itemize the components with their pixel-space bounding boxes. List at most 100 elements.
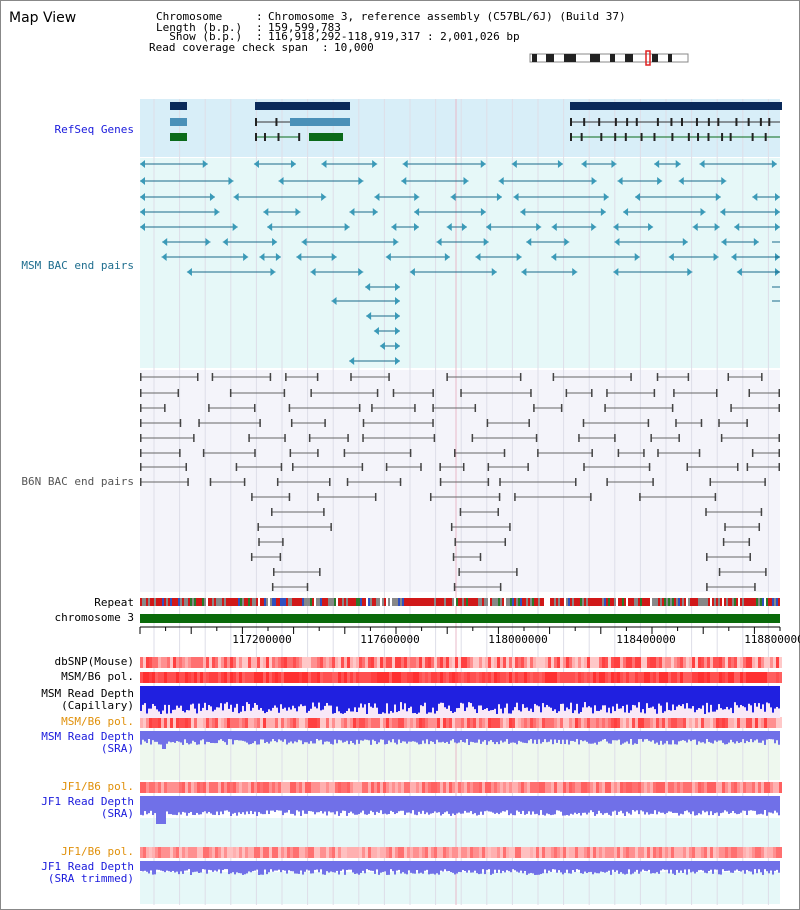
jf1-pol-trim-strip bbox=[401, 847, 404, 858]
msm-pol-strip bbox=[143, 672, 146, 683]
dbsnp-strip bbox=[446, 657, 449, 668]
jf1-trim-depth bbox=[470, 861, 472, 873]
repeat-block bbox=[488, 598, 490, 606]
jf1-pol-trim-strip bbox=[707, 847, 710, 858]
msm-sra-depth bbox=[508, 731, 510, 744]
msm-sra-depth bbox=[478, 731, 480, 740]
dbsnp-strip bbox=[362, 657, 365, 668]
msm-sra-depth bbox=[330, 731, 332, 744]
jf1-pol-strip bbox=[659, 782, 662, 793]
msm-pol-strip bbox=[380, 672, 383, 683]
msm-capillary-depth bbox=[636, 686, 638, 708]
track-label-msm-bac[interactable]: MSM BAC end pairs bbox=[21, 259, 134, 272]
repeat-block bbox=[264, 598, 266, 606]
msm-sra-depth bbox=[286, 731, 288, 745]
msm-capillary-depth bbox=[280, 686, 282, 705]
repeat-block bbox=[590, 598, 592, 606]
msm-pol-sra-strip bbox=[398, 717, 401, 728]
jf1-sra-depth bbox=[726, 796, 728, 812]
jf1-sra-depth bbox=[462, 796, 464, 814]
b6n-bac-end bbox=[647, 419, 650, 427]
jf1-trim-depth bbox=[716, 861, 718, 870]
dbsnp-strip bbox=[176, 657, 179, 668]
jf1-pol-strip bbox=[191, 782, 194, 793]
msm-capillary-depth bbox=[344, 686, 346, 713]
jf1-sra-depth bbox=[640, 796, 642, 811]
dbsnp-strip bbox=[248, 657, 251, 668]
msm-capillary-depth bbox=[428, 686, 430, 713]
msm-capillary-depth bbox=[212, 686, 214, 712]
jf1-sra-depth bbox=[588, 796, 590, 813]
msm-sra-depth bbox=[754, 731, 756, 741]
jf1-trim-depth bbox=[372, 861, 374, 871]
dbsnp-strip bbox=[758, 657, 761, 668]
refseq-gene bbox=[170, 118, 187, 126]
jf1-sra-depth bbox=[526, 796, 528, 814]
ideogram-position-marker bbox=[645, 50, 651, 66]
msm-capillary-depth bbox=[530, 686, 532, 709]
msm-sra-depth bbox=[750, 731, 752, 740]
jf1-trim-depth bbox=[268, 861, 270, 873]
jf1-trim-depth bbox=[496, 861, 498, 873]
dbsnp-strip bbox=[515, 657, 518, 668]
msm-pol-strip bbox=[455, 672, 458, 683]
refseq-exon bbox=[717, 118, 720, 126]
jf1-sra-depth bbox=[674, 796, 676, 813]
b6n-bac-end bbox=[271, 508, 273, 516]
repeat-block bbox=[328, 598, 330, 606]
msm-sra-depth bbox=[690, 731, 692, 742]
msm-pol-sra-strip bbox=[344, 717, 347, 728]
jf1-sra-depth bbox=[606, 796, 608, 813]
jf1-pol-trim-strip bbox=[188, 847, 191, 858]
msm-pol-sra-strip bbox=[407, 717, 410, 728]
msm-pol-strip bbox=[719, 672, 722, 683]
repeat-block bbox=[752, 598, 754, 606]
repeat-block bbox=[346, 598, 348, 606]
jf1-sra-depth bbox=[376, 796, 378, 812]
msm-capillary-depth bbox=[738, 686, 740, 708]
repeat-block bbox=[658, 598, 660, 606]
repeat-block bbox=[636, 598, 638, 606]
msm-capillary-depth bbox=[582, 686, 584, 708]
repeat-block bbox=[548, 598, 550, 606]
jf1-pol-strip bbox=[287, 782, 290, 793]
msm-sra-depth bbox=[500, 731, 502, 741]
msm-bac-end bbox=[692, 223, 698, 231]
msm-capillary-depth bbox=[678, 686, 680, 705]
jf1-trim-depth bbox=[174, 861, 176, 873]
jf1-sra-depth bbox=[274, 796, 276, 813]
msm-pol-sra-strip bbox=[512, 717, 515, 728]
msm-sra-depth bbox=[402, 731, 404, 742]
jf1-pol-trim-strip bbox=[182, 847, 185, 858]
jf1-sra-depth bbox=[186, 796, 188, 816]
jf1-trim-depth bbox=[262, 861, 264, 875]
msm-bac-end bbox=[140, 223, 145, 231]
jf1-pol-strip bbox=[452, 782, 455, 793]
msm-pol-strip bbox=[338, 672, 341, 683]
msm-sra-depth bbox=[610, 731, 612, 744]
jf1-sra-depth bbox=[642, 796, 644, 812]
msm-capillary-depth bbox=[650, 686, 652, 708]
track-label-b6n-bac[interactable]: B6N BAC end pairs bbox=[21, 475, 134, 488]
jf1-trim-depth bbox=[140, 861, 142, 871]
track-label-refseq-genes[interactable]: RefSeq Genes bbox=[54, 123, 134, 136]
msm-sra-depth bbox=[276, 731, 278, 743]
b6n-bac-end bbox=[537, 449, 539, 457]
jf1-sra-depth bbox=[238, 796, 240, 813]
jf1-trim-depth bbox=[604, 861, 606, 873]
b6n-bac-end bbox=[432, 389, 434, 397]
msm-pol-sra-strip bbox=[323, 717, 326, 728]
jf1-trim-depth bbox=[578, 861, 580, 870]
msm-sra-depth bbox=[152, 731, 154, 741]
repeat-block bbox=[376, 598, 378, 606]
repeat-block bbox=[768, 598, 770, 606]
msm-sra-depth bbox=[702, 731, 704, 743]
jf1-pol-strip bbox=[479, 782, 482, 793]
jf1-pol-strip bbox=[158, 782, 161, 793]
msm-pol-sra-strip bbox=[368, 717, 371, 728]
jf1-sra-depth bbox=[278, 796, 280, 811]
msm-sra-depth bbox=[376, 731, 378, 745]
jf1-sra-depth bbox=[398, 796, 400, 812]
msm-capillary-depth bbox=[288, 686, 290, 708]
